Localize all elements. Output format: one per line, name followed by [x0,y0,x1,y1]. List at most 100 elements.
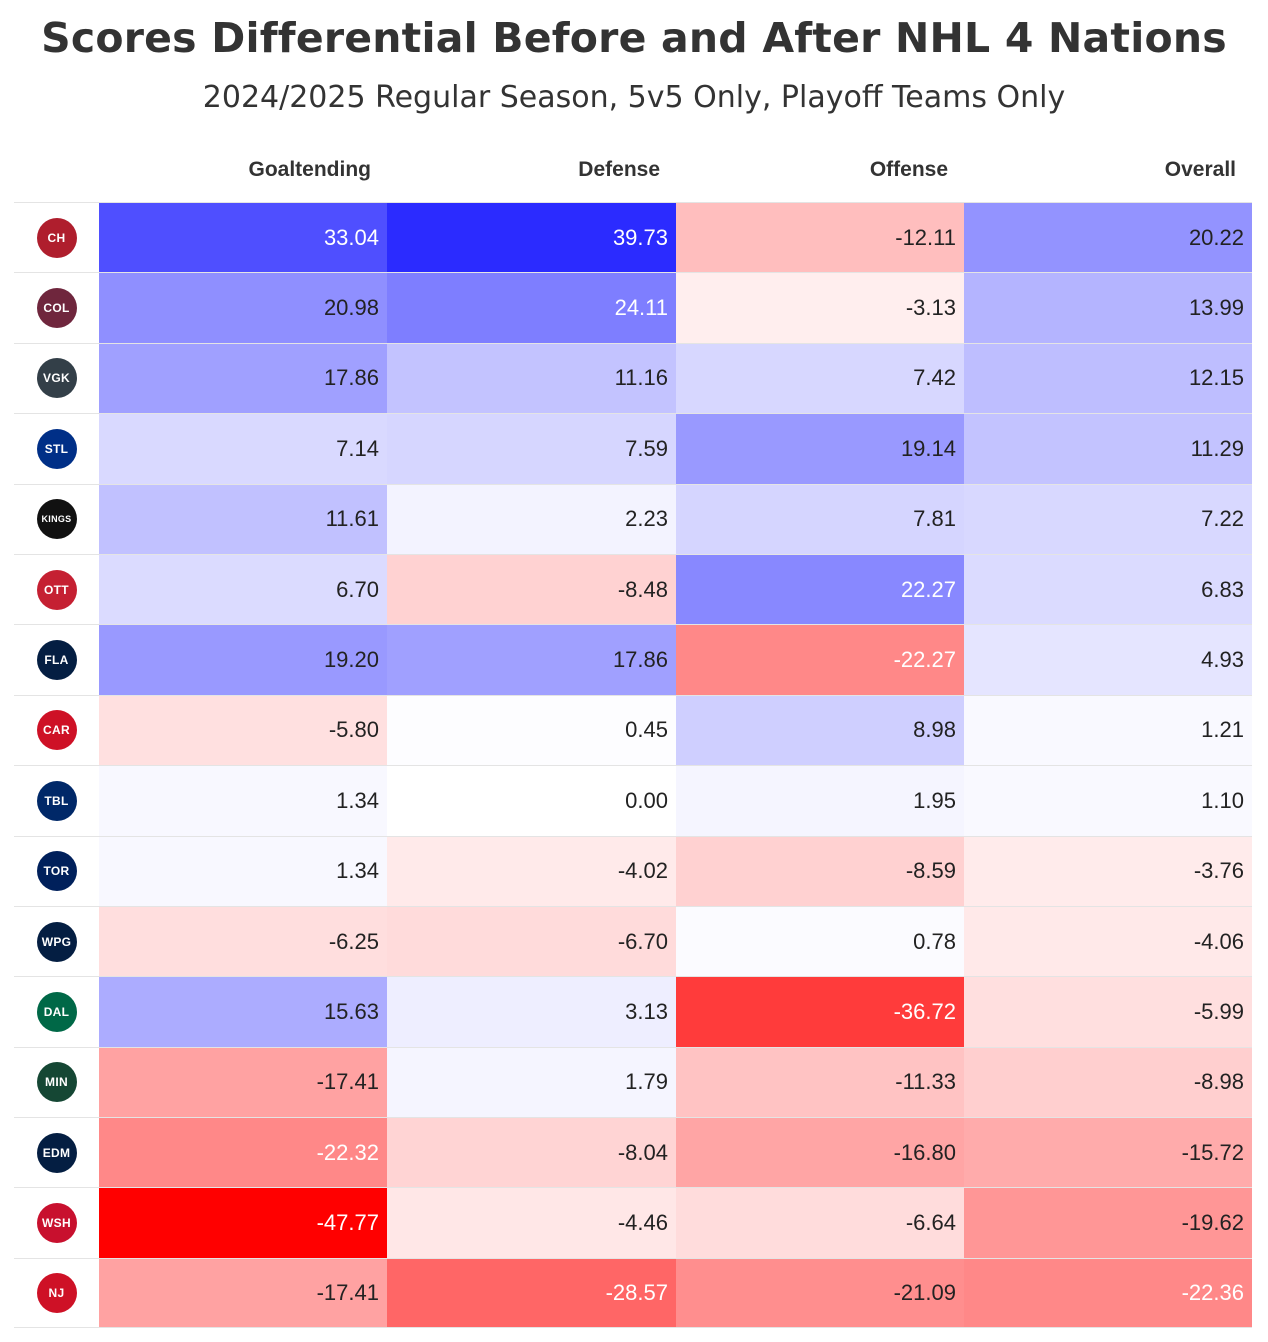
heatmap-cell-overall: 7.22 [964,484,1252,554]
heatmap-cell-goaltending: 20.98 [99,273,387,343]
heatmap-cell-defense: 11.16 [387,343,676,414]
heatmap-cell-offense: -16.80 [676,1118,964,1188]
jets-logo-icon: WPG [36,921,77,962]
capitals-logo-icon: WSH [36,1203,77,1244]
heatmap-cell-offense: 1.95 [676,766,964,836]
heatmap-cell-defense: 1.79 [387,1047,676,1118]
heatmap-cell-overall: -3.76 [964,836,1252,906]
heatmap-cell-overall: -22.36 [964,1258,1252,1328]
heatmap-cell-goaltending: -47.77 [99,1188,387,1258]
heatmap-cell-overall: -15.72 [964,1118,1252,1188]
table-row: DAL 15.63 3.13 -36.72 -5.99 [14,976,1252,1047]
heatmap-cell-goaltending: -22.32 [99,1118,387,1188]
heatmap-cell-goaltending: -17.41 [99,1047,387,1118]
heatmap-table: Goaltending Defense Offense Overall CH 33… [14,136,1252,1329]
team-logo-cell: VGK [14,344,99,413]
team-logo-cell: TOR [14,837,99,906]
heatmap-cell-offense: 0.78 [676,906,964,977]
heatmap-cell-goaltending: 1.34 [99,766,387,836]
heatmap-cell-offense: -11.33 [676,1047,964,1118]
heatmap-cell-overall: -19.62 [964,1188,1252,1258]
team-logo-cell: DAL [14,977,99,1046]
heatmap-cell-offense: 19.14 [676,414,964,484]
heatmap-cell-goaltending: -5.80 [99,695,387,766]
team-logo-cell: CAR [14,696,99,765]
team-logo-cell: OTT [14,555,99,624]
heatmap-cell-defense: 7.59 [387,414,676,484]
table-row: EDM -22.32 -8.04 -16.80 -15.72 [14,1117,1252,1188]
heatmap-cell-offense: -3.13 [676,273,964,343]
column-header-row: Goaltending Defense Offense Overall [14,136,1252,202]
heatmap-cell-overall: 1.10 [964,766,1252,836]
team-logo-cell: STL [14,414,99,483]
team-logo-cell: FLA [14,625,99,694]
panthers-logo-icon: FLA [36,640,77,681]
team-logo-cell: TBL [14,766,99,835]
table-row: KINGS 11.61 2.23 7.81 7.22 [14,483,1252,554]
golden-knights-logo-icon: VGK [36,358,77,399]
heatmap-cell-goaltending: 33.04 [99,203,387,273]
heatmap-cell-overall: 11.29 [964,414,1252,484]
heatmap-cell-defense: 17.86 [387,625,676,695]
heatmap-cell-goaltending: 1.34 [99,836,387,906]
chart-title: Scores Differential Before and After NHL… [41,14,1227,62]
heatmap-cell-defense: 24.11 [387,273,676,343]
column-header-offense: Offense [869,158,948,181]
heatmap-cell-overall: 12.15 [964,343,1252,414]
heatmap-cell-offense: 22.27 [676,554,964,625]
heatmap-cell-overall: 20.22 [964,203,1252,273]
heatmap-body: CH 33.04 39.73 -12.11 20.22 COL 20.98 24.11 -3.1… [14,202,1252,1329]
heatmap-cell-defense: 0.00 [387,766,676,836]
chart-subtitle: 2024/2025 Regular Season, 5v5 Only, Play… [202,80,1066,115]
kings-logo-icon: KINGS [36,499,77,540]
table-row: TOR 1.34 -4.02 -8.59 -3.76 [14,835,1252,906]
heatmap-cell-offense: 7.42 [676,343,964,414]
column-header-defense: Defense [578,158,660,181]
heatmap-cell-defense: -6.70 [387,906,676,977]
table-row: STL 7.14 7.59 19.14 11.29 [14,413,1252,484]
table-row: VGK 17.86 11.16 7.42 12.15 [14,342,1252,414]
blues-logo-icon: STL [36,428,77,469]
heatmap-cell-defense: 39.73 [387,203,676,273]
maple-leafs-logo-icon: TOR [36,851,77,892]
senators-logo-icon: OTT [36,569,77,610]
team-logo-cell: NJ [14,1259,99,1327]
team-logo-cell: EDM [14,1118,99,1187]
heatmap-cell-defense: -28.57 [387,1258,676,1328]
heatmap-cell-goaltending: 11.61 [99,484,387,554]
heatmap-cell-defense: 0.45 [387,695,676,766]
heatmap-cell-offense: -22.27 [676,625,964,695]
heatmap-cell-defense: -8.48 [387,554,676,625]
table-row: TBL 1.34 0.00 1.95 1.10 [14,765,1252,836]
heatmap-cell-defense: -4.46 [387,1188,676,1258]
heatmap-cell-defense: -8.04 [387,1118,676,1188]
table-row: CH 33.04 39.73 -12.11 20.22 [14,202,1252,273]
heatmap-cell-defense: -4.02 [387,836,676,906]
table-row: CAR -5.80 0.45 8.98 1.21 [14,694,1252,766]
lightning-logo-icon: TBL [36,780,77,821]
heatmap-cell-goaltending: 17.86 [99,343,387,414]
heatmap-cell-defense: 3.13 [387,977,676,1047]
heatmap-cell-goaltending: -17.41 [99,1258,387,1328]
team-logo-cell: WPG [14,907,99,976]
table-row: OTT 6.70 -8.48 22.27 6.83 [14,553,1252,625]
heatmap-cell-goaltending: 19.20 [99,625,387,695]
heatmap-cell-overall: -5.99 [964,977,1252,1047]
heatmap-cell-offense: -8.59 [676,836,964,906]
heatmap-cell-overall: -4.06 [964,906,1252,977]
heatmap-cell-offense: -21.09 [676,1258,964,1328]
heatmap-cell-overall: 4.93 [964,625,1252,695]
heatmap-cell-overall: -8.98 [964,1047,1252,1118]
team-logo-cell: MIN [14,1048,99,1117]
heatmap-cell-offense: -12.11 [676,203,964,273]
heatmap-cell-offense: 8.98 [676,695,964,766]
heatmap-cell-goaltending: 6.70 [99,554,387,625]
heatmap-cell-overall: 13.99 [964,273,1252,343]
heatmap-cell-overall: 6.83 [964,554,1252,625]
table-row: WSH -47.77 -4.46 -6.64 -19.62 [14,1187,1252,1258]
hurricanes-logo-icon: CAR [36,710,77,751]
table-row: WPG -6.25 -6.70 0.78 -4.06 [14,905,1252,977]
team-logo-cell: COL [14,273,99,342]
column-header-goaltending: Goaltending [248,158,372,181]
heatmap-cell-offense: -6.64 [676,1188,964,1258]
